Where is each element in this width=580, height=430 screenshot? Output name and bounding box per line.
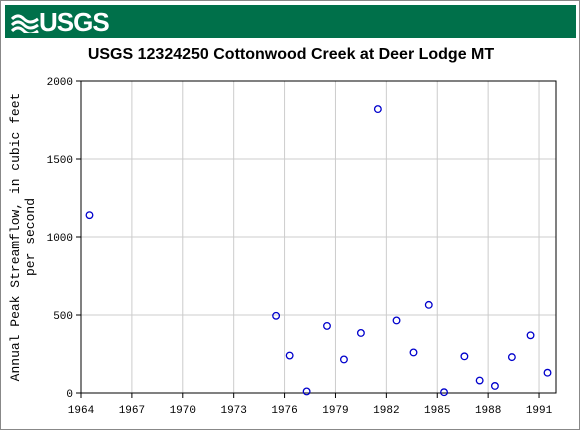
usgs-banner: USGS	[5, 5, 576, 38]
data-point	[490, 382, 499, 390]
y-tick-label: 2000	[47, 77, 73, 89]
x-tick-label: 1967	[119, 405, 145, 417]
x-tick-label: 1991	[526, 405, 553, 417]
data-point	[323, 321, 331, 330]
usgs-logo-text: USGS	[39, 7, 110, 37]
x-tick-label: 1979	[322, 405, 348, 417]
data-point	[460, 352, 469, 361]
data-point	[85, 211, 94, 220]
data-point	[424, 300, 433, 309]
x-tick-label: 1976	[271, 405, 297, 417]
x-tick-label: 1988	[475, 405, 501, 417]
y-tick-label: 1000	[47, 233, 73, 245]
x-tick-label: 1973	[220, 405, 246, 417]
data-point	[356, 328, 365, 337]
data-point	[475, 376, 484, 385]
y-axis-title: Annual Peak Streamflow, in cubic feet pe…	[8, 93, 38, 382]
tick-layer: 1964 1967 1970 1973 1976 1979 1982 1985 1988 1991…	[47, 77, 553, 417]
data-point	[373, 105, 382, 114]
y-tick-label: 500	[53, 311, 73, 323]
data-point	[339, 355, 348, 364]
data-point	[440, 388, 448, 397]
data-point	[302, 387, 311, 396]
data-point	[526, 331, 535, 340]
chart-title: USGS 12324250 Cottonwood Creek at Deer L…	[88, 46, 495, 63]
data-point	[392, 316, 401, 325]
data-point	[409, 348, 418, 357]
x-tick-label: 1982	[373, 405, 399, 417]
x-tick-label: 1985	[424, 405, 450, 417]
data-point	[543, 368, 552, 377]
data-point	[507, 353, 516, 362]
y-axis-title-line-2: per second	[23, 198, 38, 276]
data-point	[272, 311, 281, 320]
x-tick-label: 1970	[170, 405, 196, 417]
y-tick-label: 1500	[47, 155, 73, 167]
y-axis-title-line-1: Annual Peak Streamflow, in cubic feet	[8, 93, 23, 382]
data-point	[285, 351, 294, 360]
data-points	[85, 105, 552, 397]
y-tick-label: 0	[66, 389, 73, 401]
usgs-wave-logo-icon	[11, 14, 39, 33]
grid-layer	[80, 80, 556, 394]
x-tick-label: 1964	[68, 405, 95, 417]
